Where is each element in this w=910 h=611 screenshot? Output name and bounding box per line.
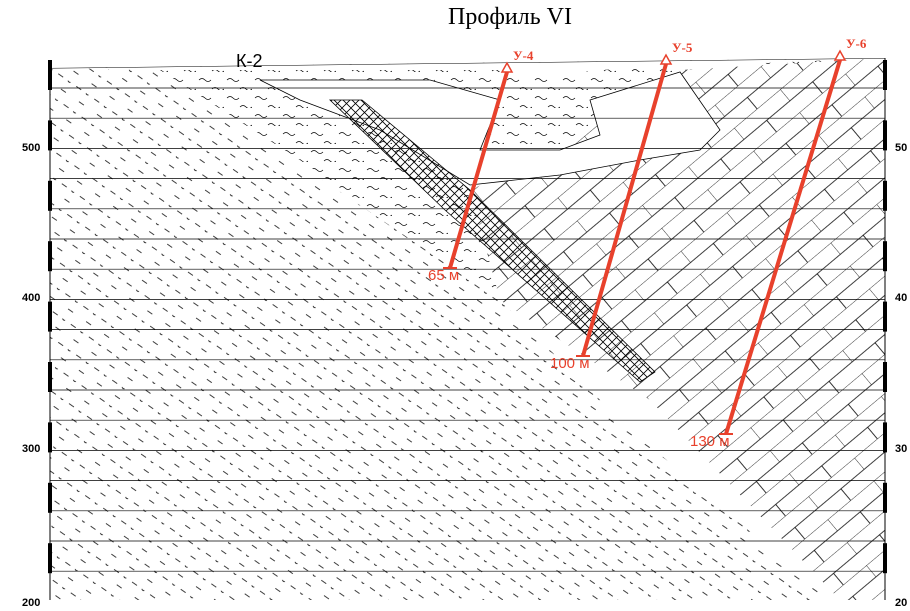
well-depth: 100 м [550, 355, 590, 372]
section [50, 55, 890, 605]
left-label: 200 [22, 597, 40, 609]
well-name: У-5 [672, 40, 693, 55]
geological-profile: Профиль VI К-2 У-4 65 м У-5 100 м У-6 130 м 5… [0, 0, 910, 611]
left-label: 500 [22, 142, 40, 154]
left-label: 400 [22, 292, 40, 304]
title: Профиль VI [448, 4, 572, 30]
right-label: 30 [895, 443, 907, 455]
well-head [835, 51, 845, 60]
well-depth: 65 м [428, 267, 459, 284]
right-label: 50 [895, 142, 907, 154]
well-name: У-6 [846, 36, 867, 51]
right-label: 20 [895, 597, 907, 609]
right-label: 40 [895, 292, 907, 304]
well-depth: 130 м [690, 433, 730, 450]
well-head [661, 55, 671, 64]
well-name: У-4 [513, 48, 534, 63]
left-label: 300 [22, 443, 40, 455]
site-label: К-2 [236, 51, 263, 71]
